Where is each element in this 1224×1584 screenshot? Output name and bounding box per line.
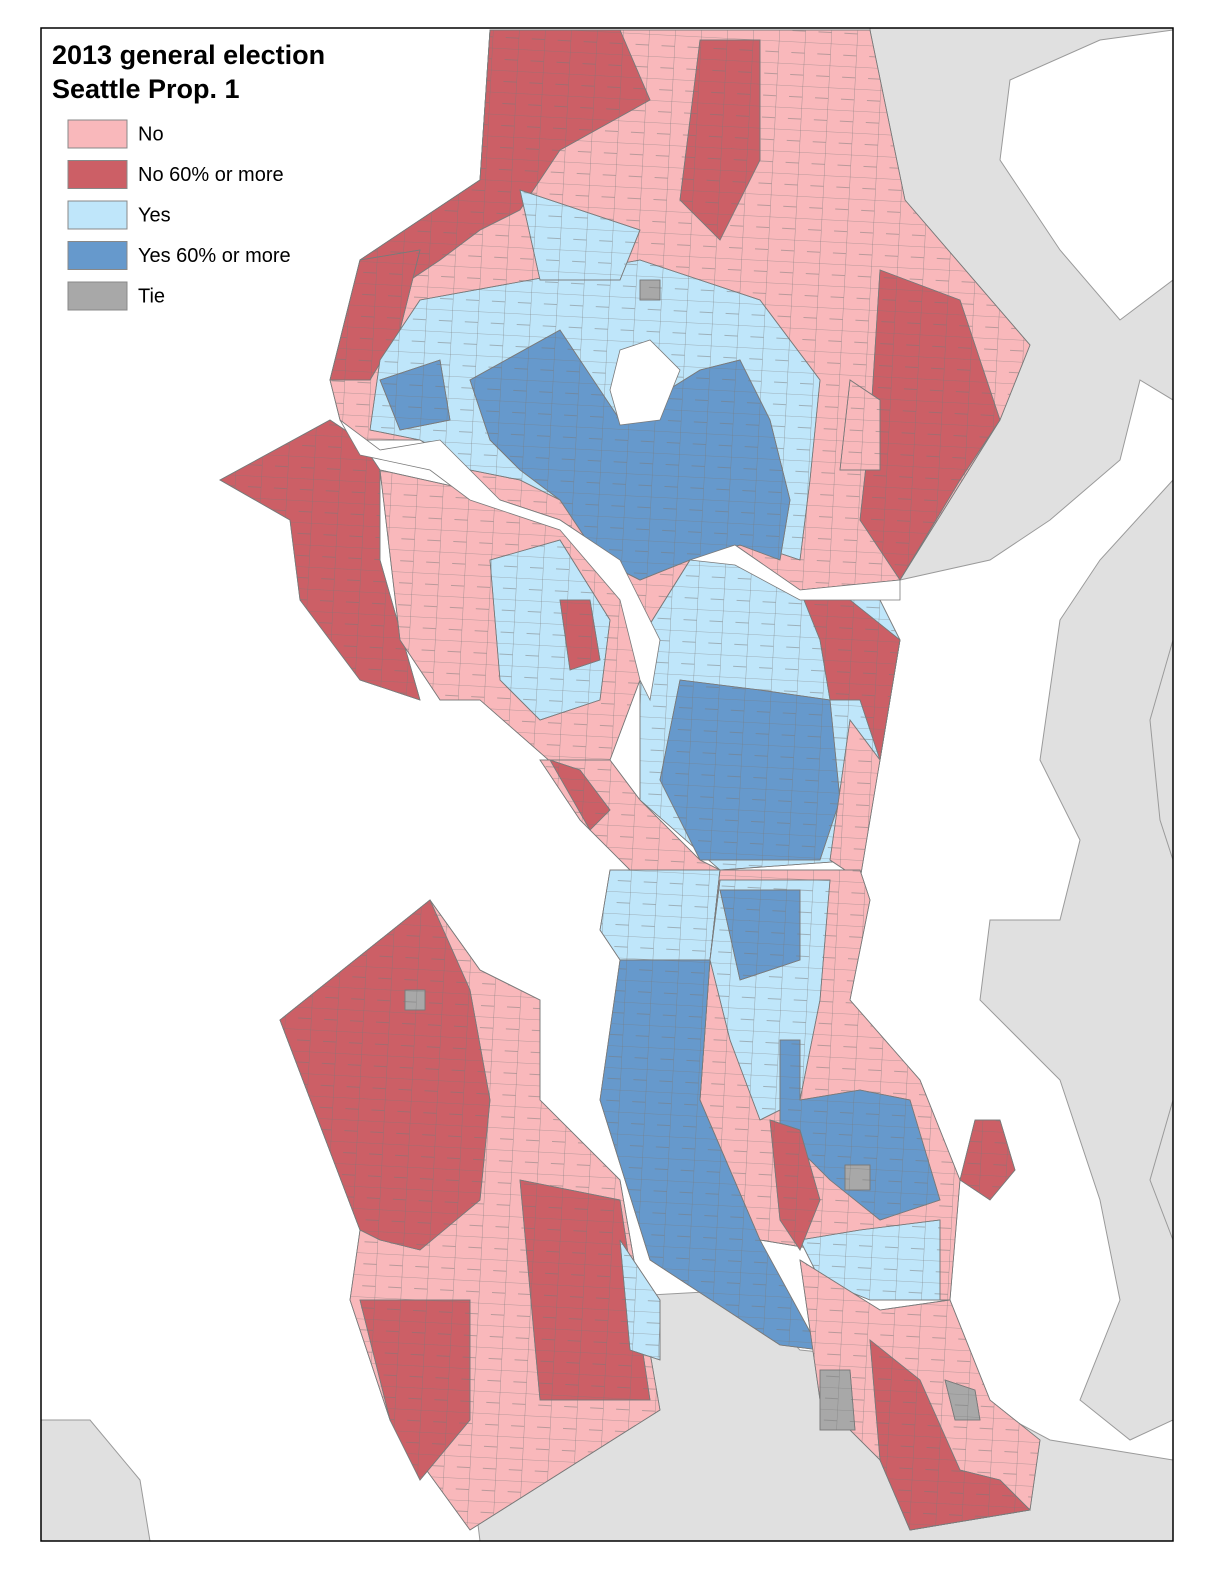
precinct-lines (659, 679, 841, 861)
frame (40, 27, 1174, 1542)
precinct-lines (679, 39, 761, 241)
legend-swatch (67, 119, 128, 149)
precinct-lines (279, 899, 491, 1251)
legend: No No 60% or more Yes Yes 60% or more Tie (67, 119, 291, 311)
precinct-lines (959, 1119, 1016, 1201)
water (689, 544, 901, 601)
precinct-lines (799, 589, 901, 761)
legend-label: Tie (138, 285, 165, 307)
precinct-lines (379, 359, 451, 431)
precinct-lines (599, 869, 721, 961)
water (609, 339, 681, 426)
precinct-lines (769, 1119, 821, 1251)
precinct-lines (719, 889, 801, 981)
precinct-lines (559, 599, 601, 671)
title: 2013 general election (52, 40, 325, 70)
legend-swatch (67, 241, 128, 270)
legend-swatch (67, 281, 128, 311)
precinct-lines (944, 1379, 981, 1421)
precinct-lines (359, 29, 651, 301)
precinct-lines (819, 1369, 856, 1431)
precinct-lines (844, 1164, 871, 1191)
legend-label: No 60% or more (138, 164, 284, 186)
legend-swatch (67, 160, 128, 189)
subtitle: Seattle Prop. 1 (52, 74, 240, 104)
precinct-lines (639, 279, 661, 301)
precinct-lines (619, 1239, 661, 1361)
precinct-lines (549, 759, 611, 831)
precinct-lines (869, 1339, 1031, 1531)
precinct-lines (404, 989, 426, 1011)
precinct-lines (839, 379, 881, 471)
precinct-lines (489, 539, 611, 721)
precincts (219, 29, 1041, 1531)
legend-label: No (138, 123, 164, 145)
precinct-lines (519, 189, 641, 281)
legend-label: Yes (138, 204, 171, 226)
precinct-lines (359, 1299, 471, 1481)
water (339, 419, 661, 702)
legend-label: Yes 60% or more (138, 245, 291, 267)
legend-swatch (67, 200, 128, 230)
precinct-lines (519, 1179, 651, 1401)
